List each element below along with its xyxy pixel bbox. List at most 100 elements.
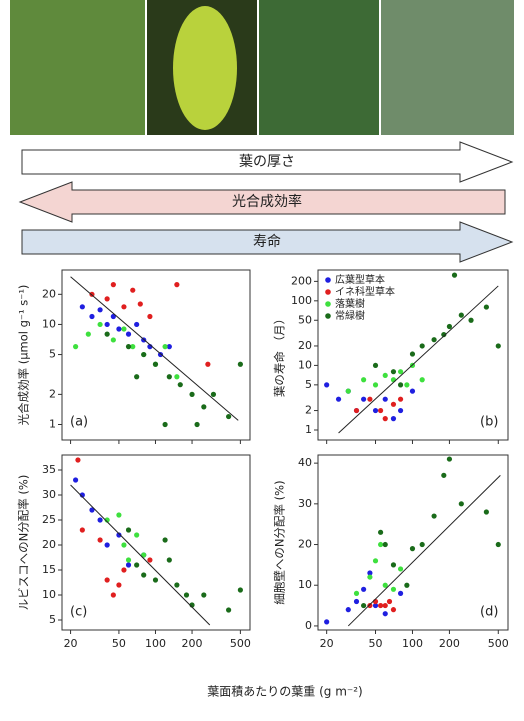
y-tick-label: 100 <box>291 294 312 307</box>
data-point <box>111 592 116 597</box>
data-point <box>73 477 78 482</box>
data-point <box>194 422 199 427</box>
y-tick-label: 200 <box>291 274 312 287</box>
data-point <box>238 587 243 592</box>
data-point <box>226 607 231 612</box>
data-point <box>162 344 167 349</box>
data-point <box>391 416 396 421</box>
data-point <box>167 374 172 379</box>
data-point <box>398 369 403 374</box>
data-point <box>324 619 329 624</box>
data-point <box>398 591 403 596</box>
data-point <box>184 592 189 597</box>
y-axis-label: 葉の寿命 （月） <box>273 313 287 397</box>
data-point <box>410 389 415 394</box>
data-point <box>398 397 403 402</box>
y-tick-label: 2 <box>49 387 56 400</box>
legend-marker <box>325 277 331 283</box>
data-point <box>383 603 388 608</box>
data-point <box>105 332 110 337</box>
data-point <box>361 377 366 382</box>
data-point <box>174 374 179 379</box>
data-point <box>391 377 396 382</box>
data-point <box>121 567 126 572</box>
data-point <box>410 546 415 551</box>
data-point <box>167 557 172 562</box>
data-point <box>420 343 425 348</box>
arrow-label: 葉の厚さ <box>239 154 295 170</box>
y-tick-label: 40 <box>298 456 312 469</box>
data-point <box>134 562 139 567</box>
x-axis-label: 葉面積あたりの葉重 (g m⁻²) <box>207 684 362 699</box>
data-point <box>162 537 167 542</box>
data-point <box>496 343 501 348</box>
legend-label: 落葉樹 <box>335 297 365 310</box>
y-tick-label: 5 <box>49 613 56 626</box>
photos <box>10 0 514 135</box>
data-point <box>178 382 183 387</box>
fit-line <box>71 277 239 421</box>
y-tick-label: 2 <box>305 404 312 417</box>
x-tick-label: 100 <box>402 637 423 650</box>
data-point <box>383 397 388 402</box>
data-point <box>496 542 501 547</box>
data-point <box>459 313 464 318</box>
data-point <box>459 501 464 506</box>
data-point <box>162 422 167 427</box>
data-point <box>111 337 116 342</box>
data-point <box>121 542 126 547</box>
data-point <box>391 587 396 592</box>
data-point <box>373 408 378 413</box>
data-point <box>134 532 139 537</box>
y-tick-label: 50 <box>298 313 312 326</box>
data-point <box>211 392 216 397</box>
data-point <box>383 542 388 547</box>
data-point <box>116 582 121 587</box>
data-point <box>398 408 403 413</box>
x-tick-label: 500 <box>488 637 509 650</box>
panel-label: (b) <box>480 415 498 430</box>
data-point <box>378 530 383 535</box>
data-point <box>452 273 457 278</box>
y-tick-label: 5 <box>49 348 56 361</box>
data-point <box>73 344 78 349</box>
data-point <box>121 326 126 331</box>
y-tick-label: 1 <box>49 418 56 431</box>
data-point <box>134 374 139 379</box>
fit-line <box>348 475 500 626</box>
data-point <box>391 402 396 407</box>
data-point <box>378 408 383 413</box>
data-point <box>398 382 403 387</box>
data-point <box>153 362 158 367</box>
legend-marker <box>325 289 331 295</box>
data-point <box>75 457 80 462</box>
arrow-label: 光合成効率 <box>232 193 302 210</box>
data-point <box>336 397 341 402</box>
data-point <box>373 382 378 387</box>
data-point <box>89 314 94 319</box>
data-point <box>431 337 436 342</box>
data-point <box>391 607 396 612</box>
legend-marker <box>325 301 331 307</box>
y-tick-label: 25 <box>42 513 56 526</box>
data-point <box>468 318 473 323</box>
data-point <box>134 322 139 327</box>
y-tick-label: 30 <box>298 497 312 510</box>
photo-leaf <box>173 6 237 130</box>
data-point <box>121 304 126 309</box>
y-tick-label: 35 <box>42 463 56 476</box>
data-point <box>97 307 102 312</box>
data-point <box>141 352 146 357</box>
data-point <box>354 591 359 596</box>
data-point <box>97 517 102 522</box>
data-point <box>126 557 131 562</box>
data-point <box>420 377 425 382</box>
data-point <box>391 562 396 567</box>
data-point <box>324 382 329 387</box>
data-point <box>378 603 383 608</box>
data-point <box>138 301 143 306</box>
data-point <box>410 351 415 356</box>
data-point <box>420 542 425 547</box>
data-point <box>80 304 85 309</box>
data-point <box>153 577 158 582</box>
